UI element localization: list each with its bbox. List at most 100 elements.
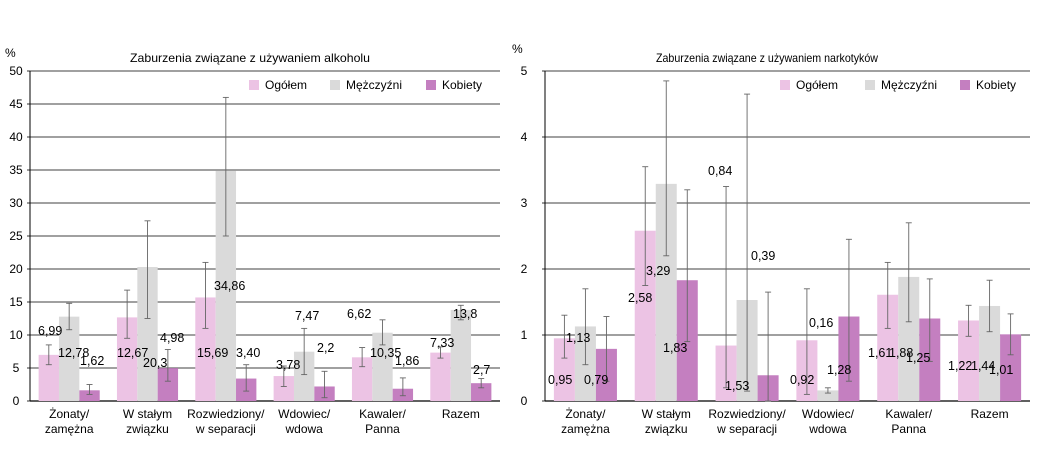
category-label: zamężna bbox=[561, 422, 610, 436]
data-label: 1,86 bbox=[395, 354, 419, 368]
data-label: 1,01 bbox=[989, 363, 1013, 377]
y-tick-label: 2 bbox=[521, 262, 528, 276]
category-label: wdowa bbox=[284, 422, 323, 436]
bar bbox=[137, 267, 158, 401]
bar bbox=[553, 338, 575, 401]
category-label: Rozwiedziony/ bbox=[708, 407, 786, 421]
bar bbox=[215, 170, 237, 401]
data-label: 12,67 bbox=[117, 346, 148, 360]
category-label: w separacji bbox=[716, 422, 777, 436]
data-label: 6,99 bbox=[38, 324, 62, 338]
y-tick-label: 35 bbox=[9, 163, 23, 177]
legend-label: Kobiety bbox=[976, 78, 1016, 92]
legend-label: Mężczyźni bbox=[346, 78, 402, 92]
y-tick-label: 5 bbox=[521, 64, 528, 78]
legend-swatch bbox=[330, 80, 340, 90]
category-label: Kawaler/ bbox=[359, 407, 406, 421]
bar bbox=[450, 309, 472, 401]
category-label: Żonaty/ bbox=[565, 407, 606, 421]
data-label: 1,44 bbox=[971, 359, 995, 373]
data-label: 34,86 bbox=[214, 279, 245, 293]
y-tick-label: 4 bbox=[521, 130, 528, 144]
bar bbox=[1000, 334, 1022, 401]
y-tick-label: 40 bbox=[9, 130, 23, 144]
bar bbox=[877, 294, 899, 401]
legend-swatch bbox=[960, 80, 970, 90]
legend-label: Ogółem bbox=[796, 78, 838, 92]
data-label: 6,62 bbox=[347, 307, 371, 321]
data-label: 2,2 bbox=[317, 341, 334, 355]
category-label: W stałym bbox=[642, 407, 691, 421]
bar bbox=[195, 297, 216, 401]
bar bbox=[116, 317, 138, 401]
data-label: 0,92 bbox=[790, 373, 814, 387]
data-label: 15,69 bbox=[197, 346, 228, 360]
y-tick-label: 0 bbox=[13, 394, 20, 408]
data-label: 4,98 bbox=[160, 331, 184, 345]
legend-label: Mężczyźni bbox=[881, 78, 937, 92]
bar bbox=[157, 368, 179, 401]
bar bbox=[38, 354, 59, 401]
y-tick-label: 20 bbox=[9, 262, 23, 276]
legend-swatch bbox=[780, 80, 790, 90]
category-label: Wdowiec/ bbox=[802, 407, 855, 421]
data-label: 1,25 bbox=[906, 351, 930, 365]
bar bbox=[293, 351, 315, 401]
category-label: w separacji bbox=[195, 422, 256, 436]
data-label: 0,84 bbox=[708, 164, 732, 178]
data-label: 1,13 bbox=[566, 331, 590, 345]
data-label: 1,62 bbox=[80, 354, 104, 368]
y-tick-label: 45 bbox=[9, 97, 23, 111]
data-label: 1,53 bbox=[725, 379, 749, 393]
data-label: 3,40 bbox=[236, 346, 260, 360]
y-tick-label: 30 bbox=[9, 196, 23, 210]
y-tick-label: 0 bbox=[521, 394, 528, 408]
category-label: Panna bbox=[891, 422, 926, 436]
category-label: Kawaler/ bbox=[885, 407, 932, 421]
data-label: 1,22 bbox=[948, 359, 972, 373]
y-tick-label: 1 bbox=[521, 328, 528, 342]
bar bbox=[634, 230, 656, 401]
data-label: 2,7 bbox=[473, 363, 490, 377]
data-label: 1,83 bbox=[663, 341, 687, 355]
bar bbox=[817, 390, 839, 401]
data-label: 3,29 bbox=[646, 264, 670, 278]
category-label: Rozwiedziony/ bbox=[187, 407, 265, 421]
y-tick-label: 3 bbox=[521, 196, 528, 210]
y-axis-unit: % bbox=[512, 42, 523, 56]
bar bbox=[58, 316, 80, 401]
y-tick-label: 10 bbox=[9, 328, 23, 342]
chart-title: Zaburzenia związane z używaniem alkoholu bbox=[130, 51, 370, 65]
data-label: 2,58 bbox=[628, 291, 652, 305]
category-label: Razem bbox=[442, 407, 480, 421]
data-label: 7,33 bbox=[430, 336, 454, 350]
data-label: 13,8 bbox=[453, 307, 477, 321]
bar bbox=[273, 376, 294, 401]
data-label: 1,61 bbox=[868, 346, 892, 360]
data-label: 0,79 bbox=[584, 373, 608, 387]
data-label: 10,35 bbox=[370, 346, 401, 360]
category-label: Razem bbox=[971, 407, 1009, 421]
bar bbox=[430, 352, 451, 401]
bar bbox=[958, 320, 980, 401]
data-label: 0,16 bbox=[809, 316, 833, 330]
category-label: związku bbox=[126, 422, 169, 436]
category-label: związku bbox=[645, 422, 688, 436]
legend-swatch bbox=[426, 80, 436, 90]
bar bbox=[898, 276, 920, 401]
category-label: zamężna bbox=[45, 422, 94, 436]
category-label: W stałym bbox=[123, 407, 172, 421]
bar bbox=[655, 183, 677, 401]
category-label: Żonaty/ bbox=[49, 407, 90, 421]
bar bbox=[979, 305, 1001, 401]
data-label: 12,78 bbox=[58, 346, 89, 360]
bar bbox=[471, 383, 492, 401]
bar bbox=[372, 332, 393, 401]
legend-label: Kobiety bbox=[442, 78, 482, 92]
y-tick-label: 15 bbox=[9, 295, 23, 309]
chart-title: Zaburzenia związane z używaniem narkotyk… bbox=[656, 51, 878, 65]
y-tick-label: 5 bbox=[13, 361, 20, 375]
data-label: 0,39 bbox=[751, 249, 775, 263]
data-label: 20,3 bbox=[143, 356, 167, 370]
